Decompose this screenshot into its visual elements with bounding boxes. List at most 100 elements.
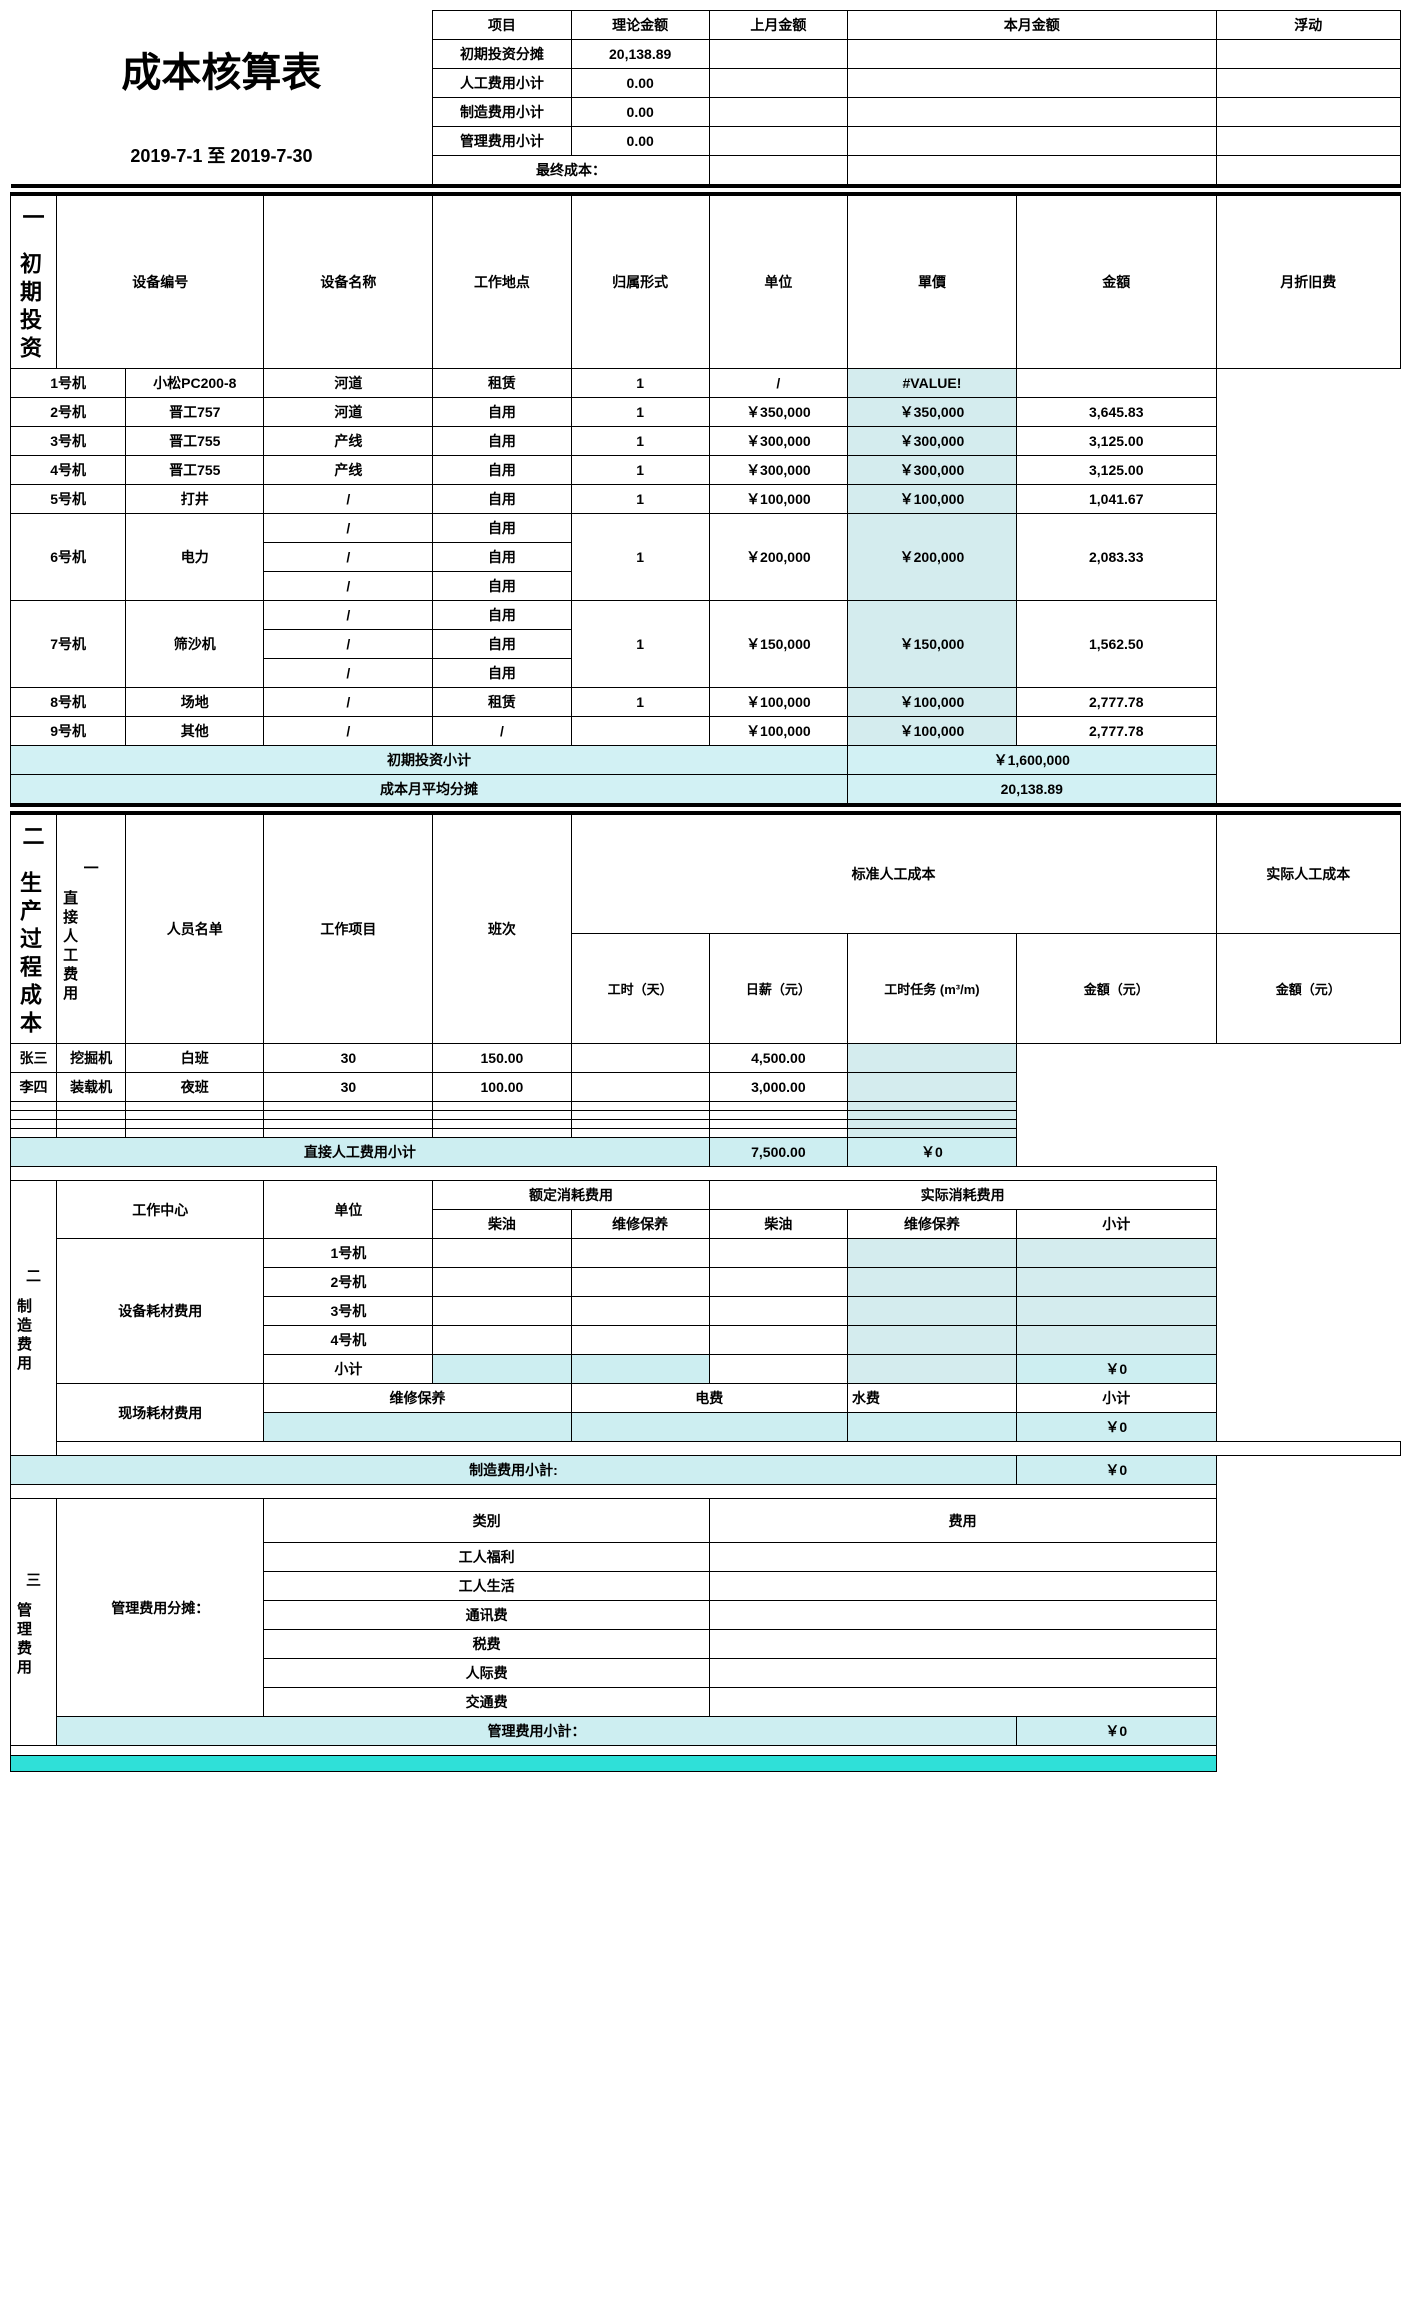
table-cell: 1 xyxy=(571,398,709,427)
table-cell: ￥100,000 xyxy=(847,717,1016,746)
table-cell xyxy=(433,1129,571,1138)
p3r2: 通讯费 xyxy=(264,1601,709,1630)
p2r0: 1号机 xyxy=(264,1239,433,1268)
p3r0: 工人福利 xyxy=(264,1543,709,1572)
table-cell: ￥300,000 xyxy=(847,456,1016,485)
sum-h1: 理论金额 xyxy=(571,11,709,40)
table-cell: ￥100,000 xyxy=(847,688,1016,717)
table-cell: 30 xyxy=(264,1044,433,1073)
table-cell: 1 xyxy=(571,688,709,717)
table-cell: 筛沙机 xyxy=(126,601,264,688)
table-cell: 挖掘机 xyxy=(57,1044,126,1073)
table-cell: 6号机 xyxy=(11,514,126,601)
sum-r0c1: 20,138.89 xyxy=(571,40,709,69)
p3r4: 人际费 xyxy=(264,1659,709,1688)
table-cell: ￥350,000 xyxy=(709,398,847,427)
table-cell xyxy=(126,1102,264,1111)
table-cell xyxy=(709,1120,847,1129)
table-cell: 自用 xyxy=(433,572,571,601)
s1-sub2-val: 20,138.89 xyxy=(847,775,1216,806)
p3r3: 税费 xyxy=(264,1630,709,1659)
p1-sub-v2: ￥0 xyxy=(847,1138,1016,1167)
s1-sub1-lbl: 初期投资小计 xyxy=(11,746,848,775)
table-cell: 1 xyxy=(571,601,709,688)
p1-sub-lbl: 直接人工费用小计 xyxy=(11,1138,710,1167)
p2s1: 维修保养 xyxy=(571,1210,709,1239)
s1-sub1-val: ￥1,600,000 xyxy=(847,746,1216,775)
p1h1: 工作项目 xyxy=(264,813,433,1044)
s1h2: 工作地点 xyxy=(433,194,571,369)
table-cell xyxy=(847,1129,1016,1138)
p3h0: 类別 xyxy=(264,1499,709,1543)
table-cell: / xyxy=(709,369,847,398)
s1h1: 设备名称 xyxy=(264,194,433,369)
p2s2h1: 电费 xyxy=(571,1384,847,1413)
p2r4v: ￥0 xyxy=(1016,1355,1216,1384)
table-cell: 产线 xyxy=(264,456,433,485)
table-cell xyxy=(847,1111,1016,1120)
table-cell xyxy=(433,1120,571,1129)
table-cell: 8号机 xyxy=(11,688,126,717)
sum-r0c0: 初期投资分摊 xyxy=(433,40,571,69)
p2h1: 单位 xyxy=(264,1181,433,1239)
p2r2: 3号机 xyxy=(264,1297,433,1326)
s1h5: 單價 xyxy=(847,194,1016,369)
table-cell: 自用 xyxy=(433,485,571,514)
table-cell: 晋工755 xyxy=(126,427,264,456)
table-cell xyxy=(11,1111,57,1120)
table-cell: 1 xyxy=(571,456,709,485)
sum-h2: 上月金额 xyxy=(709,11,847,40)
sum-h4: 浮动 xyxy=(1216,11,1400,40)
table-cell xyxy=(126,1120,264,1129)
date-range: 2019-7-1 至 2019-7-30 xyxy=(11,127,433,187)
s2p3-title: 管理费用 xyxy=(13,1602,34,1678)
table-cell xyxy=(571,717,709,746)
s2p1-num: 一 xyxy=(59,857,123,878)
s1h7: 月折旧费 xyxy=(1216,194,1400,369)
p2s2: 柴油 xyxy=(709,1210,847,1239)
table-cell: 晋工755 xyxy=(126,456,264,485)
p2h2: 额定消耗费用 xyxy=(433,1181,709,1210)
p1s1: 日薪（元） xyxy=(709,933,847,1043)
table-cell: 1 xyxy=(571,514,709,601)
table-cell: 晋工757 xyxy=(126,398,264,427)
table-cell xyxy=(11,1120,57,1129)
table-cell xyxy=(571,1120,709,1129)
p3sub-lbl: 管理费用小計： xyxy=(57,1717,1017,1746)
table-cell: 30 xyxy=(264,1073,433,1102)
p2s3: 维修保养 xyxy=(847,1210,1016,1239)
table-cell: / xyxy=(264,543,433,572)
table-cell: ￥100,000 xyxy=(709,717,847,746)
table-cell: ￥300,000 xyxy=(709,456,847,485)
table-cell: 150.00 xyxy=(433,1044,571,1073)
p2h3: 实际消耗费用 xyxy=(709,1181,1216,1210)
table-cell: / xyxy=(264,514,433,543)
table-cell: 自用 xyxy=(433,514,571,543)
sum-h0: 项目 xyxy=(433,11,571,40)
p1h4: 实际人工成本 xyxy=(1216,813,1400,933)
table-cell: ￥150,000 xyxy=(709,601,847,688)
cost-sheet: 成本核算表 项目 理论金额 上月金额 本月金额 浮动 初期投资分摊 20,138… xyxy=(10,10,1401,1772)
table-cell: ￥100,000 xyxy=(709,485,847,514)
table-cell xyxy=(571,1044,709,1073)
table-cell: 打井 xyxy=(126,485,264,514)
table-cell: 自用 xyxy=(433,659,571,688)
final-cost-label: 最终成本： xyxy=(433,156,709,187)
p2r3: 4号机 xyxy=(264,1326,433,1355)
table-cell: / xyxy=(264,601,433,630)
p2sub-lbl: 制造费用小計: xyxy=(11,1456,1017,1485)
s1h0: 设备编号 xyxy=(57,194,264,369)
page-title: 成本核算表 xyxy=(11,11,433,127)
table-cell: 张三 xyxy=(11,1044,57,1073)
table-cell xyxy=(433,1102,571,1111)
table-cell: 1,041.67 xyxy=(1016,485,1216,514)
p2s1lbl: 设备耗材费用 xyxy=(57,1239,264,1384)
table-cell xyxy=(264,1111,433,1120)
table-cell: 自用 xyxy=(433,398,571,427)
p2s4: 小计 xyxy=(1016,1210,1216,1239)
table-cell: ￥300,000 xyxy=(709,427,847,456)
sum-r3c0: 管理费用小计 xyxy=(433,127,571,156)
table-cell: 3,125.00 xyxy=(1016,456,1216,485)
table-cell: 自用 xyxy=(433,630,571,659)
table-cell xyxy=(264,1129,433,1138)
